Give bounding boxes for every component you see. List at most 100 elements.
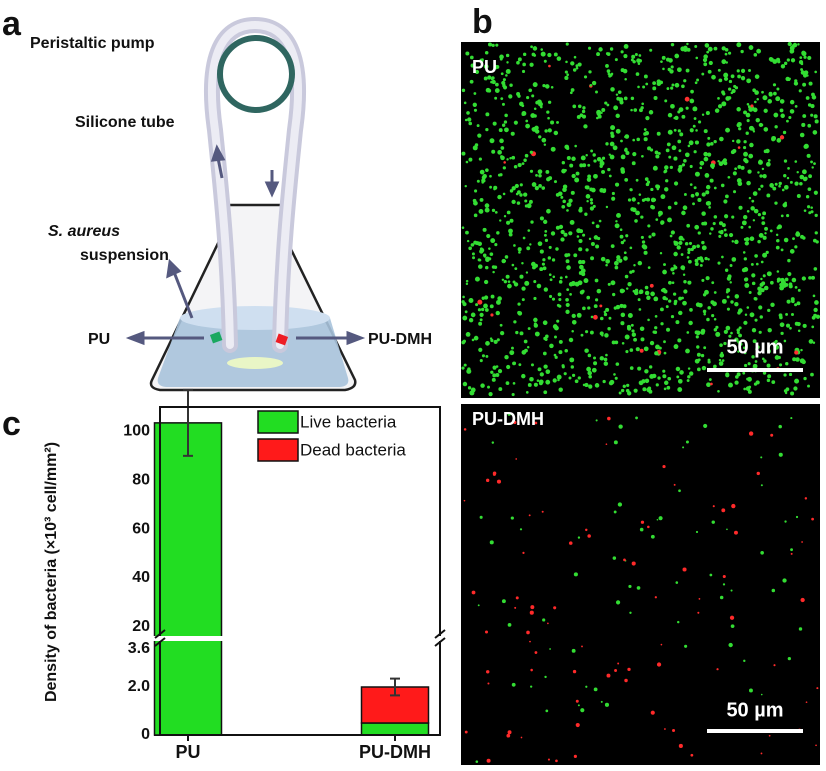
cell: [568, 541, 573, 545]
cell: [723, 161, 728, 166]
cell: [528, 199, 533, 204]
cell: [625, 150, 630, 155]
cell: [738, 333, 742, 338]
cell: [649, 283, 654, 288]
cell: [604, 702, 610, 707]
cell: [779, 363, 783, 367]
cell: [529, 169, 534, 173]
cell: [732, 149, 737, 154]
cell: [562, 199, 566, 204]
cell: [682, 238, 685, 241]
cell: [685, 68, 690, 73]
cell: [723, 329, 728, 334]
cell: [527, 229, 531, 232]
cell: [675, 366, 681, 372]
cell: [479, 515, 483, 519]
cell: [675, 320, 680, 325]
cell: [461, 340, 466, 345]
cell: [537, 241, 543, 247]
cell: [469, 55, 474, 60]
cell: [789, 180, 793, 184]
cell: [646, 180, 651, 184]
cell: [538, 381, 543, 386]
cell: [729, 615, 735, 620]
cell: [639, 326, 645, 332]
cell: [494, 88, 500, 93]
cell: [605, 353, 608, 357]
cell: [478, 347, 483, 352]
cell: [696, 78, 700, 82]
cell: [614, 223, 620, 229]
cell: [644, 177, 649, 181]
cell: [489, 304, 494, 309]
cell: [650, 534, 655, 539]
cell: [698, 256, 704, 261]
cell: [514, 183, 519, 189]
cell: [795, 231, 800, 235]
cell: [502, 192, 506, 196]
cell: [503, 259, 507, 263]
cell: [687, 367, 691, 370]
cell: [629, 366, 634, 370]
cell: [522, 62, 526, 67]
cell: [593, 159, 597, 163]
cell: [572, 68, 577, 72]
cell: [580, 268, 586, 274]
cell: [788, 372, 793, 377]
cell: [575, 722, 580, 728]
cell: [565, 309, 570, 314]
cell: [620, 240, 625, 245]
cell: [807, 55, 812, 61]
cell: [768, 91, 773, 96]
cell: [558, 387, 563, 392]
cell: [471, 590, 476, 595]
cell: [631, 54, 636, 59]
cell: [528, 514, 531, 517]
cell: [516, 201, 521, 205]
cell: [547, 256, 552, 260]
cell: [766, 271, 772, 277]
cell: [784, 520, 787, 523]
cell: [563, 372, 567, 376]
cell: [576, 312, 582, 318]
cell: [734, 167, 738, 171]
cell: [548, 294, 553, 299]
cell: [662, 269, 667, 275]
cell: [643, 346, 649, 352]
cell: [746, 78, 752, 84]
cell: [544, 129, 548, 133]
cell: [508, 94, 513, 99]
cell: [695, 302, 701, 307]
cell: [748, 68, 752, 72]
cell: [610, 280, 616, 286]
cell: [665, 305, 669, 309]
cell: [785, 387, 790, 392]
cell: [774, 125, 778, 129]
cell: [543, 233, 547, 237]
cell: [517, 162, 522, 168]
cell: [751, 281, 756, 286]
cell: [497, 369, 503, 374]
cell: [736, 107, 741, 112]
cell: [738, 326, 742, 330]
cell: [495, 365, 499, 368]
cell: [615, 304, 621, 310]
cell: [503, 279, 508, 284]
cell: [639, 348, 644, 353]
cell: [512, 361, 516, 366]
cell: [757, 171, 760, 174]
cell: [794, 181, 799, 186]
cell: [755, 117, 760, 123]
cell: [485, 128, 489, 132]
cell: [765, 161, 771, 167]
cell: [516, 60, 520, 65]
cell: [787, 258, 791, 263]
cell: [736, 69, 740, 73]
cell: [778, 184, 781, 188]
cell: [728, 642, 733, 648]
cell: [549, 343, 554, 349]
cell: [762, 95, 768, 101]
cell: [696, 345, 700, 349]
cell: [654, 326, 658, 330]
cell: [782, 578, 787, 583]
